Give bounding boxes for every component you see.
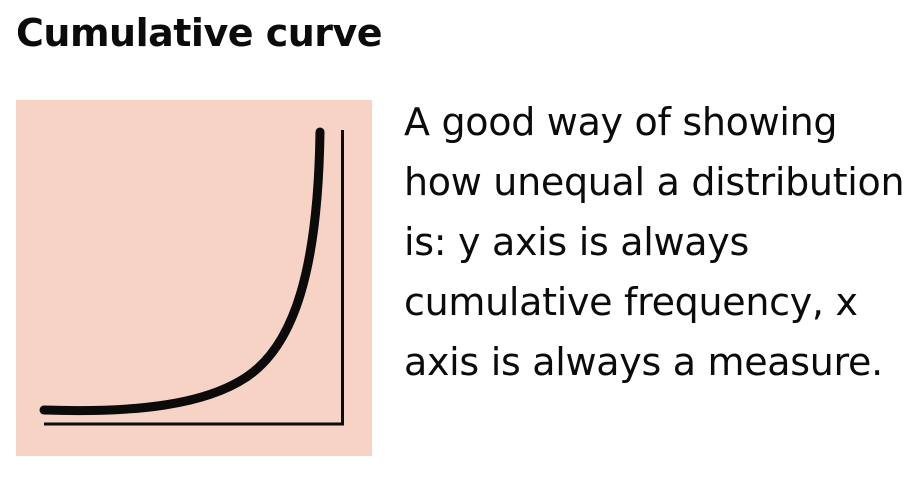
cumulative-curve-icon [16, 100, 372, 456]
card-description: A good way of showing how unequal a dist… [404, 100, 905, 384]
cumulative-curve-svg [39, 127, 344, 426]
cumulative-curve-line [39, 127, 325, 416]
card-title: Cumulative curve [16, 11, 383, 55]
